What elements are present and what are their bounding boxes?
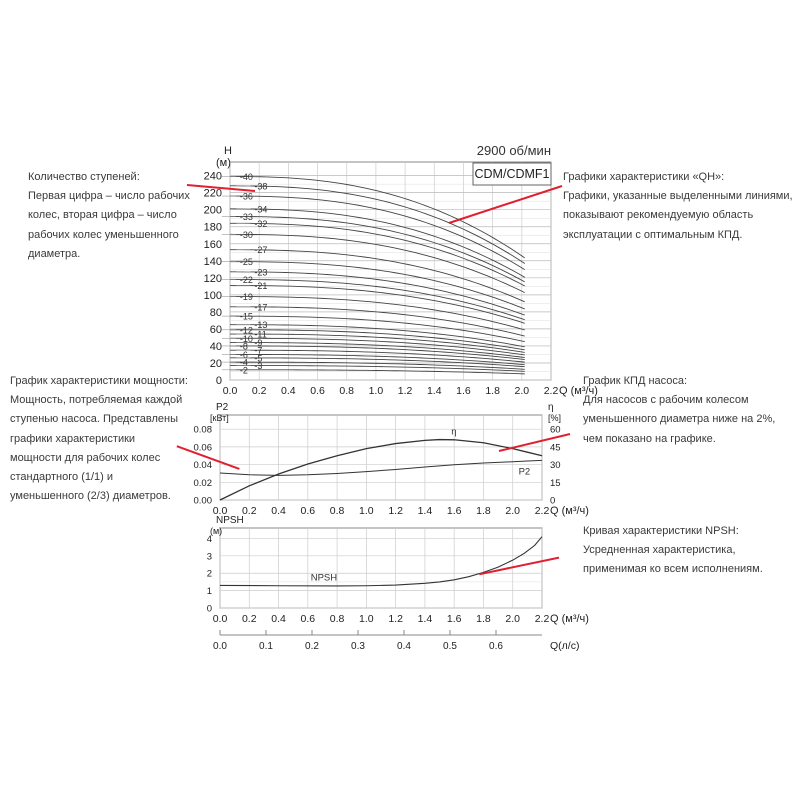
svg-text:0.5: 0.5 bbox=[443, 641, 457, 652]
svg-text:0.0: 0.0 bbox=[213, 613, 228, 625]
svg-text:1.0: 1.0 bbox=[359, 613, 374, 625]
svg-text:0.6: 0.6 bbox=[301, 613, 316, 625]
svg-text:2.0: 2.0 bbox=[505, 613, 520, 625]
svg-text:2: 2 bbox=[207, 569, 212, 580]
svg-text:0.0: 0.0 bbox=[213, 641, 227, 652]
svg-text:(м): (м) bbox=[210, 526, 222, 536]
svg-text:3: 3 bbox=[207, 551, 212, 562]
svg-text:1: 1 bbox=[207, 586, 212, 597]
svg-text:0.1: 0.1 bbox=[259, 641, 273, 652]
svg-text:1.4: 1.4 bbox=[418, 613, 433, 625]
svg-text:NPSH: NPSH bbox=[216, 515, 244, 526]
svg-text:0.2: 0.2 bbox=[305, 641, 319, 652]
svg-text:Q (м³/ч): Q (м³/ч) bbox=[550, 613, 589, 625]
svg-text:Q(л/с): Q(л/с) bbox=[550, 640, 579, 652]
svg-text:1.2: 1.2 bbox=[388, 613, 403, 625]
svg-text:1.6: 1.6 bbox=[447, 613, 462, 625]
svg-text:0.4: 0.4 bbox=[397, 641, 411, 652]
svg-text:1.8: 1.8 bbox=[476, 613, 491, 625]
svg-text:0.3: 0.3 bbox=[351, 641, 365, 652]
svg-text:2.2: 2.2 bbox=[535, 613, 550, 625]
svg-text:0.4: 0.4 bbox=[271, 613, 286, 625]
svg-text:0: 0 bbox=[207, 604, 212, 615]
svg-text:0.8: 0.8 bbox=[330, 613, 345, 625]
svg-text:0.6: 0.6 bbox=[489, 641, 503, 652]
svg-text:NPSH: NPSH bbox=[311, 572, 338, 583]
svg-text:0.2: 0.2 bbox=[242, 613, 257, 625]
